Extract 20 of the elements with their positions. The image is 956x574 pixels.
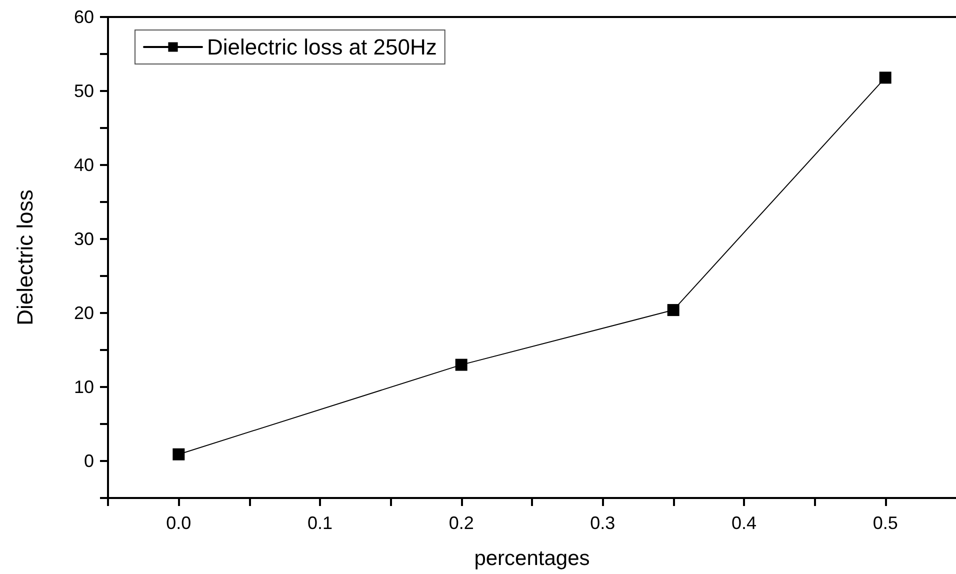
x-tick-label: 0.2 xyxy=(448,513,474,533)
point xyxy=(879,72,892,84)
y-tick-label: 50 xyxy=(74,81,94,101)
x-tick-label: 0.5 xyxy=(872,513,898,533)
y-tick-label: 20 xyxy=(74,303,94,323)
y-tick-label: 60 xyxy=(74,7,94,27)
point xyxy=(455,358,468,371)
x-axis-title: percentages xyxy=(474,547,590,570)
legend-label: Dielectric loss at 250Hz xyxy=(207,34,437,60)
y-tick-label: 10 xyxy=(74,377,94,397)
x-tick-label: 0.4 xyxy=(731,513,757,533)
x-tick-label: 0.0 xyxy=(166,513,192,533)
x-tick-label: 0.3 xyxy=(590,513,616,533)
point xyxy=(172,448,185,460)
x-tick-label: 0.1 xyxy=(307,513,333,533)
point xyxy=(667,304,680,316)
y-tick-label: 40 xyxy=(74,155,94,175)
y-tick-label: 30 xyxy=(74,229,94,249)
y-tick-label: 0 xyxy=(84,451,94,471)
y-axis-title: Dielectric loss xyxy=(12,190,38,326)
